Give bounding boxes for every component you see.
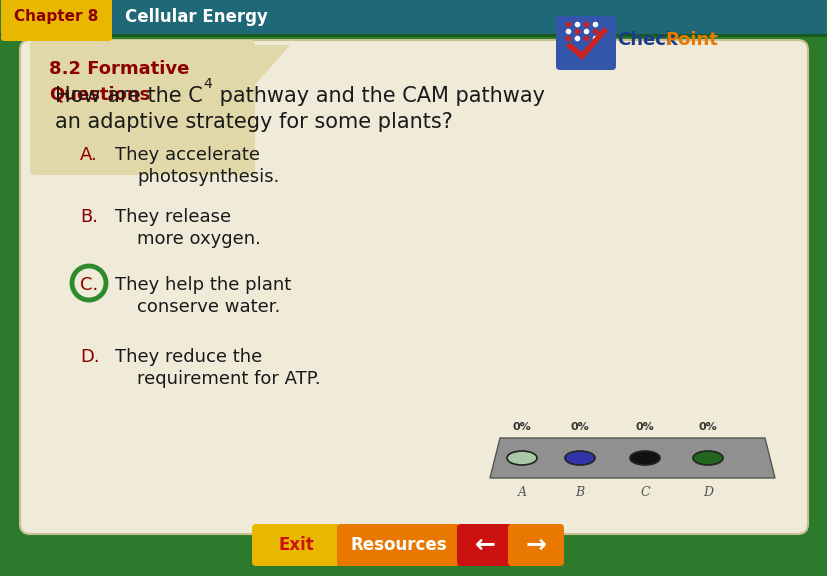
FancyBboxPatch shape (508, 524, 563, 566)
Text: B: B (575, 486, 584, 499)
Text: B.: B. (80, 208, 98, 226)
Text: Chapter 8: Chapter 8 (14, 9, 98, 25)
Polygon shape (490, 438, 774, 478)
FancyBboxPatch shape (111, 0, 825, 36)
Text: →: → (525, 533, 546, 557)
Text: A.: A. (80, 146, 98, 164)
Text: 0%: 0% (698, 422, 716, 432)
FancyBboxPatch shape (555, 16, 615, 70)
Text: Resources: Resources (350, 536, 447, 554)
FancyBboxPatch shape (457, 524, 513, 566)
Ellipse shape (506, 451, 537, 465)
FancyBboxPatch shape (251, 524, 340, 566)
Text: Cellular Energy: Cellular Energy (125, 8, 268, 26)
Text: C.: C. (80, 276, 98, 294)
Ellipse shape (564, 451, 595, 465)
Text: requirement for ATP.: requirement for ATP. (136, 370, 320, 388)
Text: 4: 4 (203, 77, 212, 91)
Text: Point: Point (664, 31, 717, 49)
FancyBboxPatch shape (20, 40, 807, 534)
Text: They release: They release (115, 208, 231, 226)
Text: They help the plant: They help the plant (115, 276, 291, 294)
Text: A: A (517, 486, 526, 499)
Ellipse shape (629, 451, 659, 465)
Polygon shape (250, 45, 289, 85)
Text: 0%: 0% (635, 422, 653, 432)
Text: 0%: 0% (512, 422, 531, 432)
FancyBboxPatch shape (337, 524, 460, 566)
Text: Check: Check (616, 31, 677, 49)
Text: 0%: 0% (570, 422, 589, 432)
FancyBboxPatch shape (30, 40, 255, 175)
Text: conserve water.: conserve water. (136, 298, 280, 316)
Text: an adaptive strategy for some plants?: an adaptive strategy for some plants? (55, 112, 452, 132)
Text: They reduce the: They reduce the (115, 348, 262, 366)
FancyBboxPatch shape (1, 0, 112, 41)
Text: more oxygen.: more oxygen. (136, 230, 261, 248)
Text: 8.2 Formative
Questions: 8.2 Formative Questions (49, 60, 189, 103)
Text: photosynthesis.: photosynthesis. (136, 168, 279, 186)
Text: ←: ← (474, 533, 495, 557)
Text: They accelerate: They accelerate (115, 146, 260, 164)
Text: How are the C: How are the C (55, 86, 203, 106)
Text: D: D (702, 486, 712, 499)
Text: C: C (639, 486, 649, 499)
Text: Exit: Exit (278, 536, 313, 554)
Text: pathway and the CAM pathway: pathway and the CAM pathway (213, 86, 544, 106)
Ellipse shape (692, 451, 722, 465)
Text: D.: D. (80, 348, 99, 366)
